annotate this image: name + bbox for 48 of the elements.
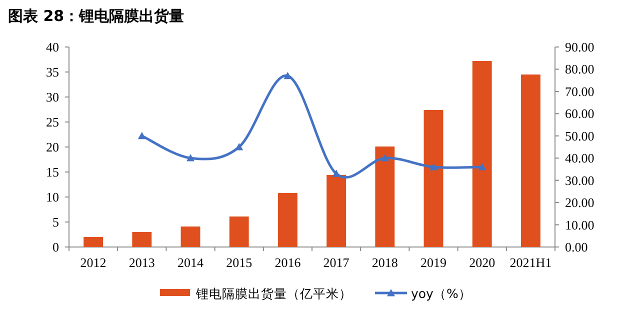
bar: [472, 61, 492, 247]
x-tick-label: 2018: [372, 255, 398, 270]
bar: [424, 110, 444, 247]
y2-tick-label: 90.00: [565, 40, 594, 54]
y-tick-label: 35: [46, 64, 59, 80]
legend-label: yoy（%）: [411, 286, 472, 301]
point: [430, 163, 438, 170]
y2-tick-label: 60.00: [565, 106, 594, 122]
bar: [326, 175, 346, 247]
point: [284, 72, 292, 80]
y-tick-label: 40: [46, 40, 59, 54]
x-tick-label: 2019: [420, 255, 446, 270]
y-tick-label: 30: [46, 90, 59, 104]
y-tick-label: 5: [52, 214, 59, 230]
y-tick-label: 0: [52, 240, 59, 254]
point: [380, 154, 389, 162]
x-tick-label: 2012: [80, 255, 106, 270]
y-tick-label: 20: [46, 140, 59, 154]
bar: [229, 216, 249, 247]
y2-tick-label: 50.00: [565, 128, 594, 144]
bar: [278, 193, 298, 247]
x-tick-label: 2015: [226, 255, 252, 270]
legend-label: 锂电隔膜出货量（亿平米）: [195, 286, 352, 301]
y2-tick-label: 40.00: [565, 150, 594, 166]
y2-tick-label: 30.00: [565, 172, 594, 188]
bar: [132, 232, 152, 247]
x-tick-label: 2020: [469, 255, 496, 270]
point: [186, 154, 194, 162]
bar: [180, 226, 200, 247]
x-tick-label: 2014: [178, 255, 204, 270]
point: [138, 132, 146, 140]
x-tick-label: 2017: [323, 255, 350, 270]
x-tick-label: 2016: [274, 255, 302, 270]
x-tick-label: 2021H1: [510, 255, 552, 270]
point: [478, 163, 486, 170]
x-tick-label: 2013: [128, 255, 155, 270]
y2-tick-label: 20.00: [565, 195, 594, 210]
y2-tick-label: 80.00: [565, 62, 594, 77]
y2-tick-label: 70.00: [565, 84, 594, 99]
chart-title: 图表 28：锂电隔膜出货量: [8, 7, 184, 25]
bar: [84, 237, 104, 247]
y-tick-label: 10: [46, 190, 59, 204]
y2-tick-label: 0.00: [565, 240, 588, 254]
y-tick-label: 15: [46, 164, 59, 180]
bar: [520, 74, 540, 247]
bar: [375, 146, 395, 247]
y-tick-label: 25: [46, 114, 59, 130]
y2-tick-label: 10.00: [565, 217, 594, 232]
